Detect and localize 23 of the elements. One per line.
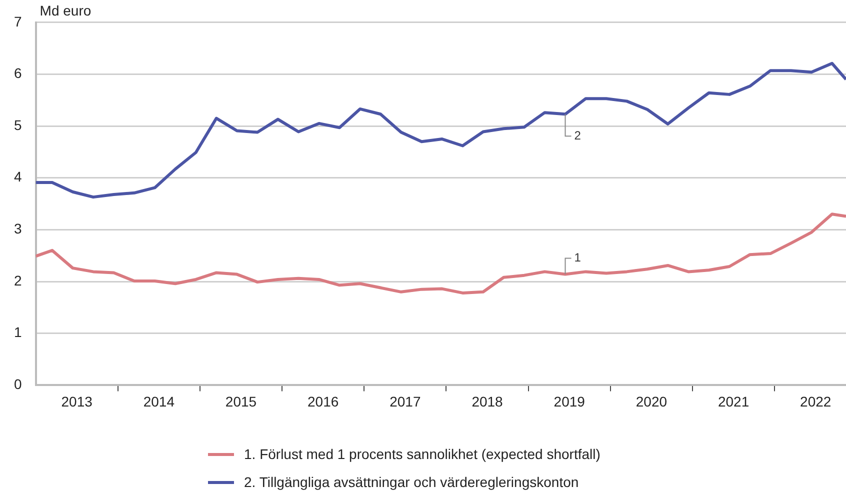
y-tick-label: 6 (14, 65, 22, 82)
y-tick-label: 4 (14, 168, 22, 185)
x-tick-label: 2018 (472, 393, 504, 410)
annotation: 1 (574, 250, 582, 265)
x-tick-label: 2021 (718, 393, 750, 410)
x-tick-label: 2022 (800, 393, 832, 410)
x-tick-label: 2016 (308, 393, 339, 410)
y-tick-label: 5 (14, 116, 22, 133)
x-tick-label: 2015 (225, 393, 257, 410)
y-tick-label: 7 (14, 13, 22, 30)
y-tick-label: 0 (14, 376, 22, 392)
legend-label: 2. Tillgängliga avsättningar och värderegleringskonton (244, 474, 579, 490)
y-axis-title: Md euro (40, 2, 92, 18)
x-tick-label: 2013 (61, 393, 93, 410)
y-tick-label: 2 (14, 272, 22, 288)
legend-label: 1. Förlust med 1 procents sannolikhet (expected shortfall) (244, 446, 600, 462)
x-tick-label: 2017 (390, 393, 421, 410)
y-tick-label: 3 (14, 220, 22, 237)
x-tick-label: 2020 (636, 393, 668, 410)
x-tick-label: 2014 (143, 393, 175, 410)
y-tick-label: 1 (14, 324, 22, 340)
x-tick-label: 2019 (554, 393, 586, 410)
annotation: 2 (574, 128, 582, 142)
